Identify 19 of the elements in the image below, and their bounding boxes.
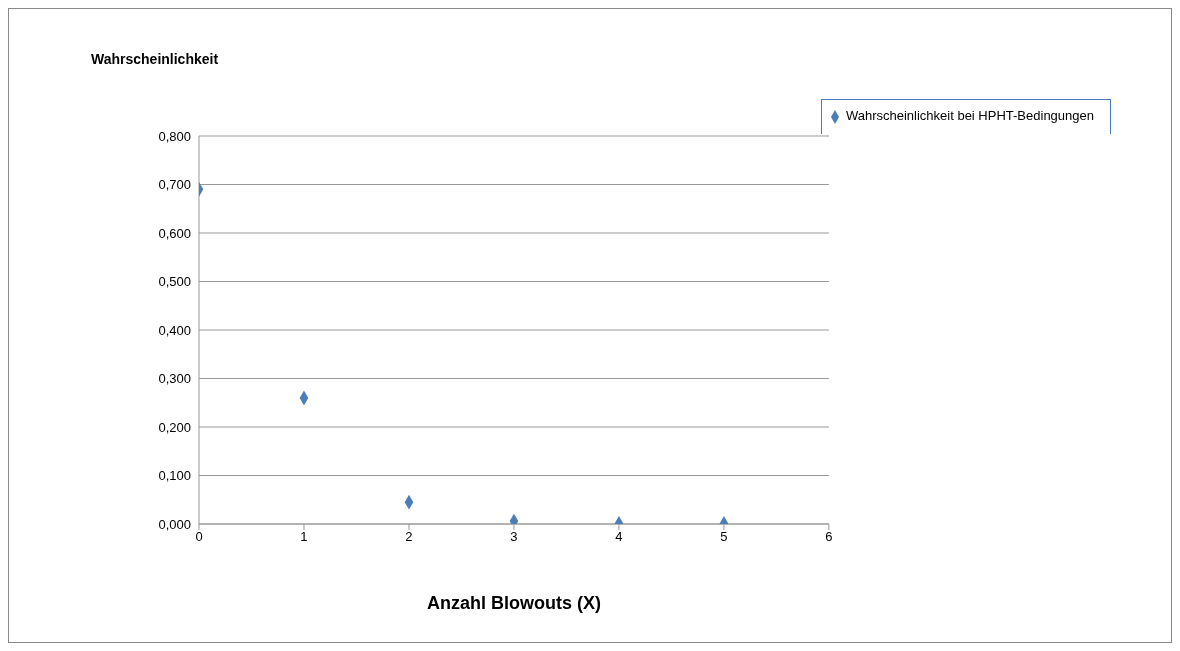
x-tick-label: 4 — [615, 529, 623, 545]
y-tick-label: 0,800 — [158, 128, 191, 144]
y-tick-label: 0,100 — [158, 468, 191, 484]
legend-label: Wahrscheinlichkeit bei HPHT-Bedingungen — [845, 108, 1094, 123]
y-tick-label: 0,300 — [158, 371, 191, 387]
x-tick-label: 3 — [510, 529, 518, 545]
y-tick-label: 0,400 — [158, 322, 191, 338]
y-tick-label: 0,700 — [158, 177, 191, 193]
x-axis-title: Anzahl Blowouts (X) — [426, 593, 601, 613]
x-tick-label: 2 — [405, 529, 413, 545]
y-axis-title: Wahrscheinlichkeit — [91, 51, 219, 67]
y-tick-label: 0,200 — [158, 419, 191, 435]
x-tick-label: 0 — [195, 529, 203, 545]
y-tick-label: 0,000 — [158, 516, 191, 532]
y-tick-label: 0,500 — [158, 274, 191, 290]
x-tick-label: 1 — [300, 529, 308, 545]
x-tick-label: 5 — [720, 529, 728, 545]
x-tick-label: 6 — [825, 529, 833, 545]
y-tick-label: 0,600 — [158, 225, 191, 241]
